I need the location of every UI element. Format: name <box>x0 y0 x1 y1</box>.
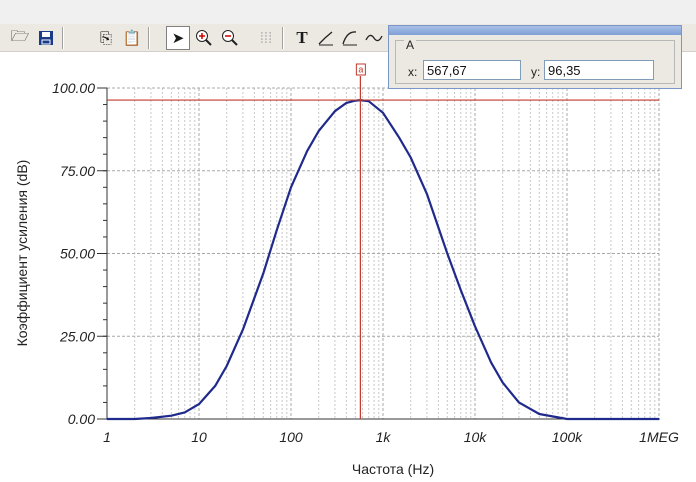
x-tick-label: 10k <box>464 429 488 445</box>
x-field-label: x: <box>408 65 418 79</box>
data-point <box>658 418 660 420</box>
wave-tool-icon[interactable] <box>362 26 386 50</box>
data-point <box>106 418 108 420</box>
data-point <box>275 229 278 232</box>
curve-tool-icon[interactable] <box>338 26 362 50</box>
data-point <box>566 418 568 420</box>
data-point <box>262 272 265 275</box>
axes: 0.00 25.00 50.00 75.00 100.00 1 10 100 1k 10k 100k… <box>52 80 679 445</box>
data-point <box>398 136 401 139</box>
zoom-out-icon[interactable] <box>218 26 242 50</box>
cursor-a-group: A x: 567,67 y: 96,35 <box>395 38 675 84</box>
data-point <box>426 193 428 195</box>
x-value-field[interactable]: 567,67 <box>423 60 521 80</box>
data-point <box>214 385 217 387</box>
paste-icon[interactable]: 📋 <box>122 30 142 47</box>
data-point <box>170 414 173 417</box>
data-point <box>501 381 504 384</box>
data-point <box>317 130 320 132</box>
x-tick-label: 1k <box>376 429 392 445</box>
data-point <box>490 361 493 364</box>
y-tick-label: 0.00 <box>68 411 95 427</box>
data-point <box>306 150 309 152</box>
x-axis-title: Частота (Hz) <box>352 461 434 477</box>
y-tick-label: 100.00 <box>52 80 95 96</box>
data-point <box>133 418 136 420</box>
y-value-field[interactable]: 96,35 <box>544 60 654 80</box>
data-point <box>225 365 228 367</box>
copy-icon[interactable]: ⎘ <box>99 29 112 47</box>
y-axis-title: Коэффициент усиления (dB) <box>14 160 30 347</box>
data-point <box>198 403 200 405</box>
grid-icon[interactable]: ⁞⁞⁞ <box>259 29 273 47</box>
zoom-in-icon[interactable] <box>192 26 216 50</box>
data-point <box>290 186 292 189</box>
x-tick-label: 10 <box>191 429 207 445</box>
cursor-marker-label: a <box>358 65 363 75</box>
x-tick-label: 1 <box>103 429 111 445</box>
y-tick-label: 75.00 <box>60 163 95 179</box>
data-point <box>409 156 412 159</box>
x-tick-label: 1MEG <box>639 429 679 445</box>
x-tick-label: 100 <box>279 429 303 445</box>
x-tick-label: 100k <box>552 429 583 445</box>
y-tick-label: 50.00 <box>60 246 95 262</box>
data-point <box>345 102 348 104</box>
data-point <box>242 328 244 331</box>
data-point <box>382 112 384 114</box>
data-point <box>367 100 370 103</box>
data-point <box>518 401 520 404</box>
cursor-readout-window[interactable]: A x: 567,67 y: 96,35 <box>388 25 682 89</box>
data-point <box>446 252 449 255</box>
y-tick-label: 25.00 <box>59 328 95 344</box>
data-point <box>459 289 462 291</box>
save-icon[interactable] <box>34 26 58 50</box>
data-point <box>593 418 596 420</box>
data-point <box>150 417 152 419</box>
cursor: a <box>107 63 659 419</box>
text-tool-icon[interactable]: T <box>296 28 308 47</box>
cursor-marker <box>355 63 366 76</box>
grid-lines <box>106 87 660 420</box>
data-point <box>538 413 541 415</box>
pointer-icon[interactable]: ➤ <box>166 26 190 50</box>
y-field-label: y: <box>531 65 541 79</box>
line-tool-icon[interactable] <box>314 26 338 50</box>
data-point <box>183 411 186 414</box>
cursor-group-title: A <box>404 38 417 52</box>
data-point <box>474 325 476 328</box>
data-point <box>334 110 336 112</box>
open-file-icon[interactable]: 🗁 <box>10 27 30 45</box>
cursor-window-titlebar[interactable] <box>389 26 681 35</box>
